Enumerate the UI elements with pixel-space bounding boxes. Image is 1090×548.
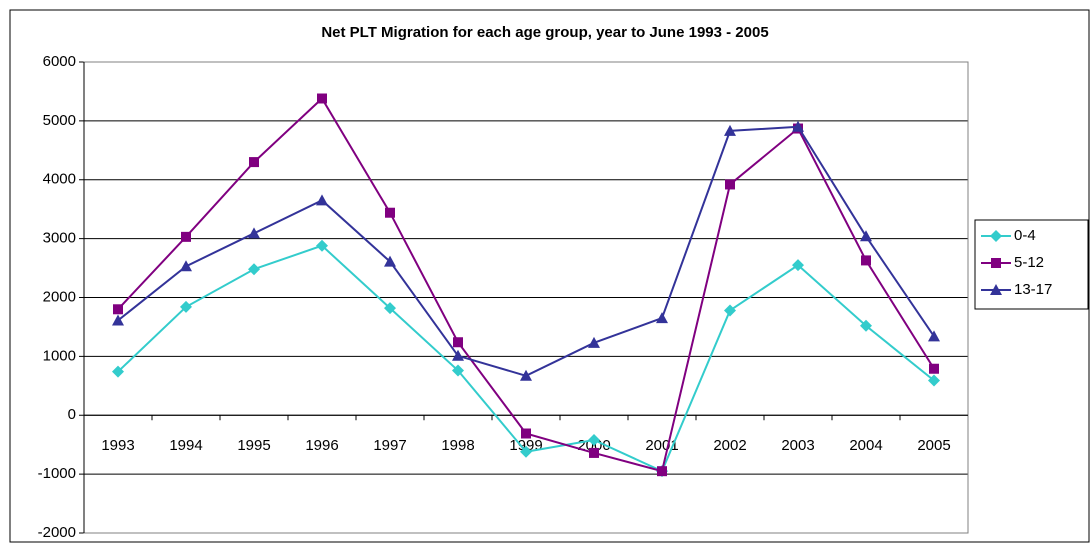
data-point (724, 304, 736, 317)
x-tick-label: 1995 (237, 437, 270, 454)
data-point (453, 337, 463, 348)
data-point (248, 263, 260, 276)
legend-label: 0-4 (1014, 227, 1036, 244)
y-tick-label: 6000 (43, 53, 76, 70)
y-tick-label: 0 (68, 406, 76, 423)
data-point (860, 230, 872, 242)
data-point (520, 445, 532, 458)
data-point (112, 365, 124, 378)
chart-border (9, 9, 1090, 543)
legend-label: 5-12 (1014, 254, 1044, 271)
x-tick-label: 2004 (849, 437, 882, 454)
data-point (656, 312, 668, 324)
x-tick-label: 2005 (917, 437, 950, 454)
legend-marker (990, 230, 1002, 242)
y-tick-label: -2000 (38, 524, 76, 541)
x-tick-label: 1997 (373, 437, 406, 454)
data-point (181, 231, 191, 242)
data-point (316, 239, 328, 252)
data-point (521, 428, 531, 439)
x-tick-label: 2002 (713, 437, 746, 454)
legend-marker (991, 258, 1001, 268)
y-tick-label: 4000 (43, 171, 76, 188)
data-point (725, 179, 735, 190)
y-tick-label: 5000 (43, 112, 76, 129)
data-point (520, 369, 532, 381)
y-tick-label: 1000 (43, 347, 76, 364)
chart-title: Net PLT Migration for each age group, ye… (321, 24, 768, 41)
data-point (385, 207, 395, 218)
data-point (452, 364, 464, 377)
data-point (384, 255, 396, 267)
data-point (589, 447, 599, 458)
data-point (928, 330, 940, 342)
data-point (588, 433, 600, 446)
data-point (452, 349, 464, 361)
x-tick-label: 2003 (781, 437, 814, 454)
data-point (384, 302, 396, 315)
data-point (248, 227, 260, 239)
data-point (249, 157, 259, 168)
data-point (113, 304, 123, 315)
data-point (929, 363, 939, 374)
data-point (928, 374, 940, 387)
data-point (657, 466, 667, 477)
legend-label: 13-17 (1014, 281, 1052, 298)
data-point (317, 93, 327, 104)
y-tick-label: 3000 (43, 230, 76, 247)
data-point (860, 319, 872, 332)
data-point (792, 120, 804, 132)
data-point (792, 259, 804, 272)
data-point (180, 260, 192, 272)
data-point (724, 124, 736, 136)
y-tick-label: -1000 (38, 465, 76, 482)
x-tick-label: 1996 (305, 437, 338, 454)
x-tick-label: 1998 (441, 437, 474, 454)
data-point (861, 255, 871, 266)
data-point (112, 314, 124, 326)
data-point (316, 194, 328, 206)
x-tick-label: 1994 (169, 437, 202, 454)
x-tick-label: 1993 (101, 437, 134, 454)
data-point (180, 300, 192, 313)
data-point (588, 336, 600, 348)
legend-marker (990, 284, 1002, 295)
y-tick-label: 2000 (43, 288, 76, 305)
